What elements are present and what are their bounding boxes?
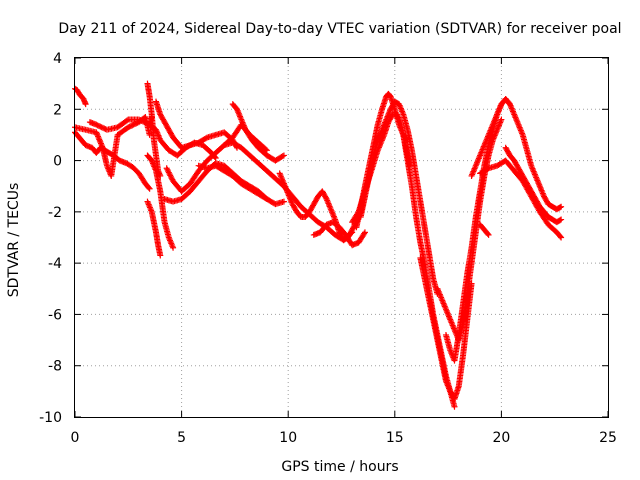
data-point xyxy=(135,116,142,123)
plot-frame xyxy=(74,57,609,418)
data-point xyxy=(98,124,105,131)
data-point xyxy=(129,122,136,129)
data-point xyxy=(99,124,106,131)
y-tick-label: 2 xyxy=(53,102,62,118)
data-point xyxy=(146,185,153,192)
series-arc-f xyxy=(144,198,164,259)
data-point xyxy=(93,121,100,128)
data-point xyxy=(146,131,153,138)
data-point xyxy=(322,194,329,201)
data-point xyxy=(95,122,102,129)
data-point xyxy=(558,203,565,210)
data-point xyxy=(124,117,131,124)
series-arc-x xyxy=(468,96,565,213)
series-arc-l xyxy=(195,162,287,208)
y-tick-label: -8 xyxy=(48,359,62,375)
data-point xyxy=(498,116,505,123)
series-arc-s xyxy=(357,98,441,297)
data-point xyxy=(202,135,209,142)
data-point xyxy=(451,403,458,410)
x-tick-label: 20 xyxy=(492,430,510,446)
data-point xyxy=(262,146,269,153)
data-point xyxy=(484,230,491,237)
y-tick-label: 4 xyxy=(53,51,62,67)
data-point xyxy=(157,252,164,259)
data-point xyxy=(126,123,133,130)
data-point xyxy=(484,165,491,172)
data-point xyxy=(127,122,134,129)
y-tick-label: -4 xyxy=(48,256,62,272)
y-tick-label: -6 xyxy=(48,307,62,323)
series-arc-w xyxy=(442,96,513,364)
data-point xyxy=(557,217,564,224)
x-tick-label: 0 xyxy=(71,430,80,446)
data-point xyxy=(130,121,137,128)
data-point xyxy=(485,231,492,238)
y-axis-label: SDTVAR / TECUs xyxy=(6,183,22,298)
data-point xyxy=(145,184,152,191)
data-point xyxy=(212,155,219,162)
data-point xyxy=(101,125,108,132)
x-tick-label: 5 xyxy=(177,430,186,446)
data-point xyxy=(263,147,270,154)
data-point xyxy=(558,234,565,241)
data-marks xyxy=(72,80,565,410)
series-arc-m xyxy=(229,101,287,164)
data-point xyxy=(82,101,89,108)
y-tick-label: 0 xyxy=(53,154,62,170)
data-point xyxy=(139,118,146,125)
data-point xyxy=(141,119,148,126)
data-point xyxy=(361,229,368,236)
data-point xyxy=(557,204,564,211)
series-arc-k xyxy=(146,121,219,162)
series-arc-g xyxy=(144,152,177,251)
data-point xyxy=(557,233,564,240)
data-point xyxy=(361,230,368,237)
data-point xyxy=(137,117,144,124)
data-point xyxy=(280,152,287,159)
series-arc-p xyxy=(310,219,368,249)
chart-title: Day 211 of 2024, Sidereal Day-to-day VTE… xyxy=(58,21,621,37)
series-arc-isolated xyxy=(477,221,492,238)
data-point xyxy=(170,244,177,251)
data-point xyxy=(280,198,287,205)
data-point xyxy=(211,153,218,160)
x-tick-label: 15 xyxy=(386,430,404,446)
series-arc-z xyxy=(502,144,565,226)
x-tick-label: 25 xyxy=(599,430,617,446)
axis-ticks: 0 5 10 15 20 25 -10 -8 -6 -4 -2 0 2 4 xyxy=(39,51,617,446)
data-point xyxy=(558,216,565,223)
y-tick-label: -2 xyxy=(48,205,62,221)
data-point xyxy=(94,122,101,129)
data-point xyxy=(279,153,286,160)
data-point xyxy=(97,123,104,130)
x-tick-label: 10 xyxy=(279,430,297,446)
data-point xyxy=(125,124,132,131)
data-point xyxy=(138,117,145,124)
x-axis-label: GPS time / hours xyxy=(281,459,398,475)
y-tick-label: -10 xyxy=(39,410,62,426)
